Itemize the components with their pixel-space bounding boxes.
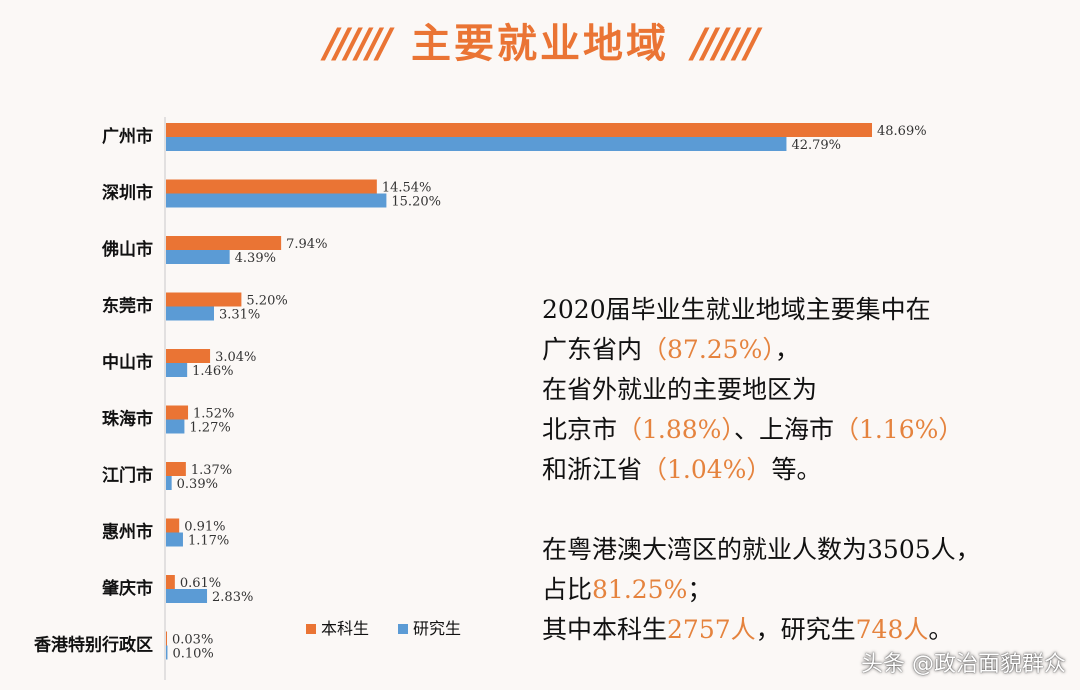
category-label: 惠州市 <box>102 522 153 543</box>
note-text: 等。 <box>771 455 822 484</box>
data-label: 14.54% <box>382 181 432 196</box>
category-label: 佛山市 <box>101 239 153 260</box>
data-label: 0.10% <box>172 647 213 662</box>
highlight-value: （1.16%） <box>833 415 964 444</box>
paragraph-gap <box>542 490 1062 530</box>
data-label: 0.61% <box>180 576 221 591</box>
note-line: 2020届毕业生就业地域主要集中在 <box>542 290 1062 330</box>
data-label: 15.20% <box>391 195 441 210</box>
data-label: 3.31% <box>219 308 260 323</box>
legend-swatch <box>398 624 408 634</box>
note-text: 和浙江省 <box>542 455 643 484</box>
data-label: 3.04% <box>215 350 256 365</box>
note-line: 在粤港澳大湾区的就业人数为3505人， <box>542 530 1062 570</box>
bar-graduate <box>166 645 168 660</box>
note-text: 、上海市 <box>733 415 834 444</box>
data-label: 2.83% <box>212 590 253 605</box>
highlight-value: 81.25% <box>592 575 688 604</box>
note-text: 2020届毕业生就业地域主要集中在 <box>542 295 931 324</box>
note-line: 其中本科生2757人，研究生748人。 <box>542 610 1062 650</box>
highlight-value: （1.04%） <box>642 455 772 484</box>
data-label: 7.94% <box>286 237 327 252</box>
legend-label: 研究生 <box>413 619 461 638</box>
data-label: 1.37% <box>191 463 232 478</box>
data-label: 0.39% <box>177 477 218 492</box>
title-decoration-right: ////// <box>692 21 760 67</box>
title-banner: ////// 主要就业地域 ////// <box>0 14 1080 84</box>
category-label: 肇庆市 <box>102 578 153 599</box>
data-label: 0.91% <box>184 520 225 535</box>
bar-graduate <box>166 589 208 603</box>
note-text: 广东省内 <box>542 335 643 364</box>
highlight-value: （1.88%） <box>617 415 734 444</box>
data-label: 48.69% <box>877 124 927 139</box>
bar-graduate <box>166 532 183 547</box>
bar-undergrad <box>166 405 189 420</box>
bar-graduate <box>166 363 188 377</box>
note-line: 北京市（1.88%）、上海市（1.16%） <box>542 410 1062 450</box>
bar-undergrad <box>166 349 211 363</box>
note-text: ， <box>774 335 800 364</box>
bar-graduate <box>166 476 172 490</box>
category-label: 珠海市 <box>102 409 153 430</box>
category-label: 香港特别行政区 <box>34 635 153 656</box>
data-label: 42.79% <box>791 138 841 153</box>
category-label: 东莞市 <box>102 296 153 317</box>
bar-undergrad <box>166 123 873 137</box>
bar-graduate <box>166 306 214 321</box>
note-text: 北京市 <box>542 415 618 444</box>
summary-note: 2020届毕业生就业地域主要集中在 广东省内（87.25%）， 在省外就业的主要地区… <box>542 290 1062 650</box>
note-line: 和浙江省（1.04%）等。 <box>542 450 1062 490</box>
category-label: 广州市 <box>102 126 153 147</box>
note-text: 在粤港澳大湾区的就业人数为3505人， <box>542 535 981 564</box>
data-label: 0.03% <box>172 633 213 648</box>
bar-undergrad <box>166 631 167 646</box>
category-label: 江门市 <box>102 465 153 486</box>
bar-graduate <box>166 137 787 151</box>
note-text: 占比 <box>542 575 593 604</box>
bar-undergrad <box>166 518 180 533</box>
note-line: 占比81.25%； <box>542 570 1062 610</box>
data-label: 1.17% <box>188 534 229 549</box>
bar-graduate <box>166 419 185 434</box>
bar-undergrad <box>166 236 282 250</box>
bar-undergrad <box>166 179 377 194</box>
page-title: 主要就业地域 <box>411 21 669 67</box>
data-label: 5.20% <box>246 294 287 309</box>
bar-undergrad <box>166 462 186 476</box>
category-label: 深圳市 <box>102 183 153 204</box>
data-label: 1.52% <box>193 407 234 422</box>
note-line: 广东省内（87.25%）， <box>542 330 1062 370</box>
note-text: 其中本科生 <box>542 615 668 644</box>
title-decoration-left: ////// <box>324 21 392 67</box>
note-text: ； <box>687 575 713 604</box>
highlight-value: 2757人 <box>667 615 756 644</box>
data-label: 1.27% <box>189 421 230 436</box>
data-label: 1.46% <box>192 364 233 379</box>
highlight-value: （87.25%） <box>642 335 775 364</box>
bar-graduate <box>166 193 387 208</box>
bar-graduate <box>166 250 230 264</box>
note-text: ，研究生 <box>755 615 856 644</box>
watermark: 头条 @政治面貌群众 <box>861 652 1066 677</box>
highlight-value: 748人 <box>855 615 929 644</box>
note-text: 在省外就业的主要地区为 <box>542 375 818 404</box>
data-label: 4.39% <box>235 251 276 266</box>
note-line: 在省外就业的主要地区为 <box>542 370 1062 410</box>
legend-swatch <box>306 624 316 634</box>
bar-undergrad <box>166 292 242 307</box>
note-text: 。 <box>928 615 954 644</box>
bar-undergrad <box>166 575 175 589</box>
legend-label: 本科生 <box>321 619 369 638</box>
category-label: 中山市 <box>102 352 153 373</box>
